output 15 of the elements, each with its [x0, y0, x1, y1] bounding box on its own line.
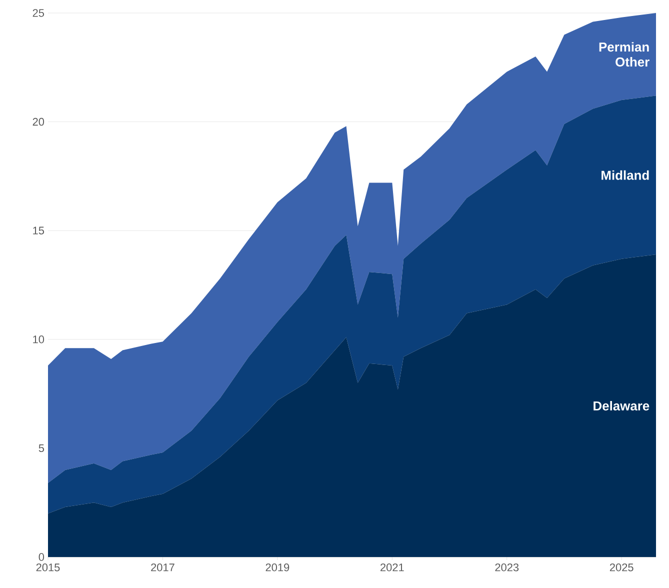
y-tick-label: 5 [38, 444, 44, 452]
x-tick-label: 2021 [380, 564, 404, 572]
x-tick-label: 2023 [495, 564, 519, 572]
series-label: Midland [602, 170, 649, 180]
x-tick-label: 2025 [610, 564, 634, 572]
x-tick-label: 2015 [36, 564, 60, 572]
y-tick-label: 0 [38, 553, 44, 561]
y-tick-label: 10 [33, 336, 44, 344]
x-tick-label: 2017 [151, 564, 174, 572]
series-label: Permian Other [599, 42, 650, 67]
y-tick-label: 20 [32, 118, 44, 126]
y-tick-label: 25 [32, 9, 44, 17]
x-tick-label: 2019 [266, 564, 290, 572]
series-label: Delaware [594, 401, 650, 411]
y-tick-label: 15 [33, 226, 44, 234]
